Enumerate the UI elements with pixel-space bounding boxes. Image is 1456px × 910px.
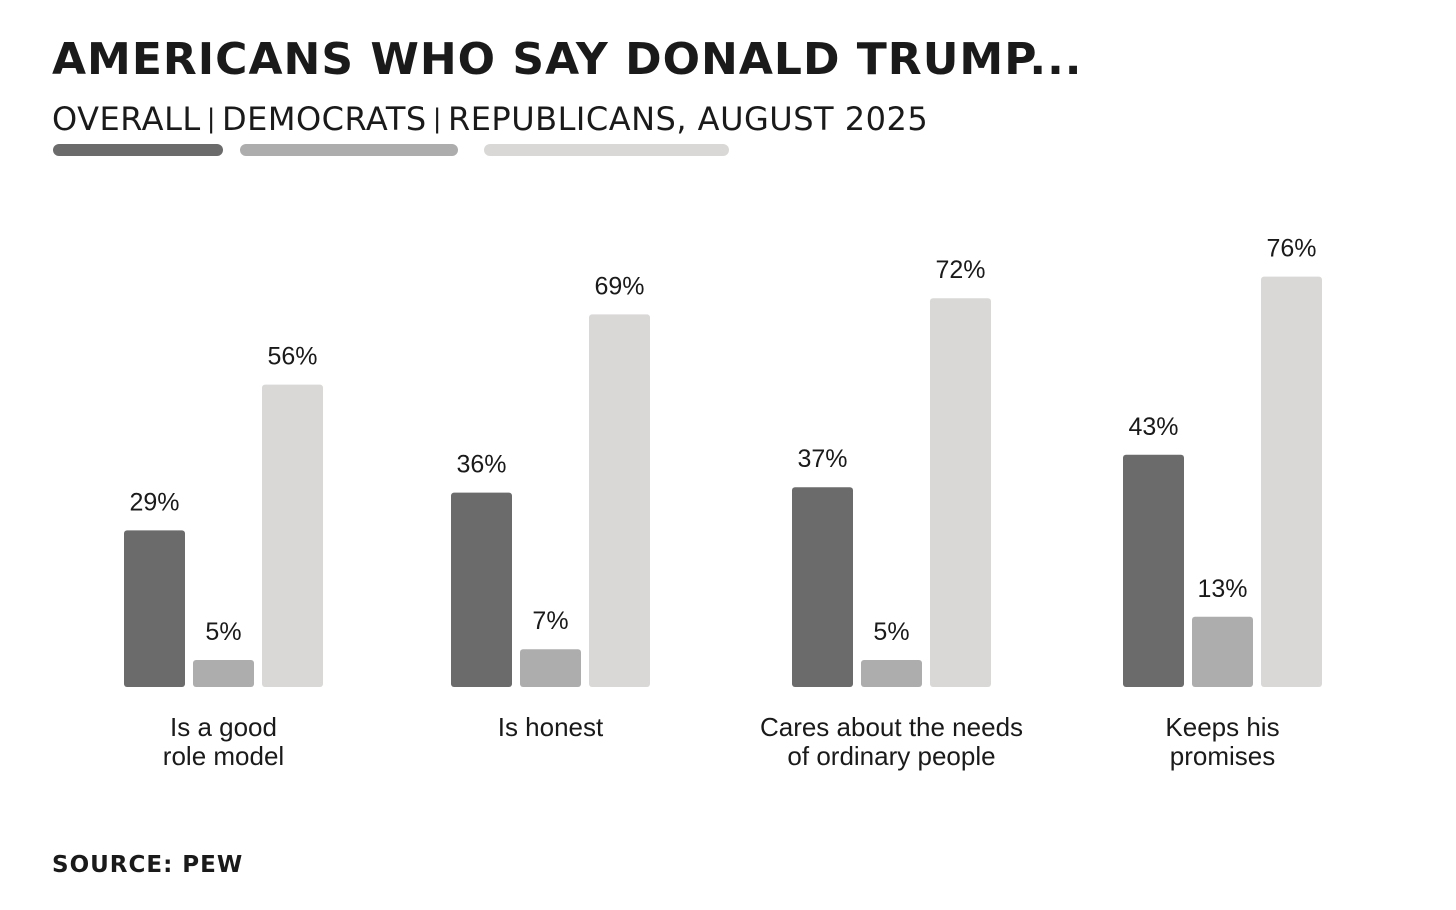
bar-republicans-3 [930,298,991,687]
bar-democrats-1 [193,660,254,687]
category-label-3: Cares about the needs of ordinary people [760,712,1023,771]
legend-republicans-swatch [484,144,729,156]
bar-overall-4 [1123,454,1184,687]
category-label-4: Keeps his promises [1165,712,1279,771]
bar-republicans-4 [1261,276,1322,687]
source-note: SOURCE: PEW [52,852,244,878]
data-label-republicans-2: 69% [594,272,644,300]
bar-democrats-4 [1192,616,1253,687]
data-label-overall-1: 29% [129,488,179,516]
bar-democrats-2 [520,649,581,687]
legend-democrats-swatch [240,144,458,156]
data-label-republicans-3: 72% [935,256,985,284]
data-label-democrats-4: 13% [1197,575,1247,603]
data-label-republicans-4: 76% [1266,235,1316,263]
bar-republicans-1 [262,384,323,687]
legend-overall-swatch [53,144,223,156]
data-label-overall-4: 43% [1128,413,1178,441]
category-label-2: Is honest [498,712,604,742]
bar-republicans-2 [589,314,650,687]
chart-subtitle: OVERALL | DEMOCRATS | REPUBLICANS, AUGUST 20… [52,100,928,138]
data-label-overall-2: 36% [456,451,506,479]
legend-separator: | [432,104,442,134]
data-label-democrats-2: 7% [532,607,568,635]
bar-overall-2 [451,492,512,687]
bar-overall-3 [792,487,853,687]
bar-overall-1 [124,530,185,687]
data-label-democrats-1: 5% [205,618,241,646]
bar-democrats-3 [861,660,922,687]
chart-title: AMERICANS WHO SAY DONALD TRUMP... [52,34,1083,85]
data-label-overall-3: 37% [797,445,847,473]
data-label-democrats-3: 5% [873,618,909,646]
category-label-1: Is a good role model [163,712,284,771]
legend-republicans-label: REPUBLICANS, AUGUST 2025 [447,100,929,138]
legend-overall-label: OVERALL [52,100,201,138]
legend-separator: | [206,104,216,134]
legend-democrats-label: DEMOCRATS [221,100,427,138]
data-label-republicans-1: 56% [267,343,317,371]
